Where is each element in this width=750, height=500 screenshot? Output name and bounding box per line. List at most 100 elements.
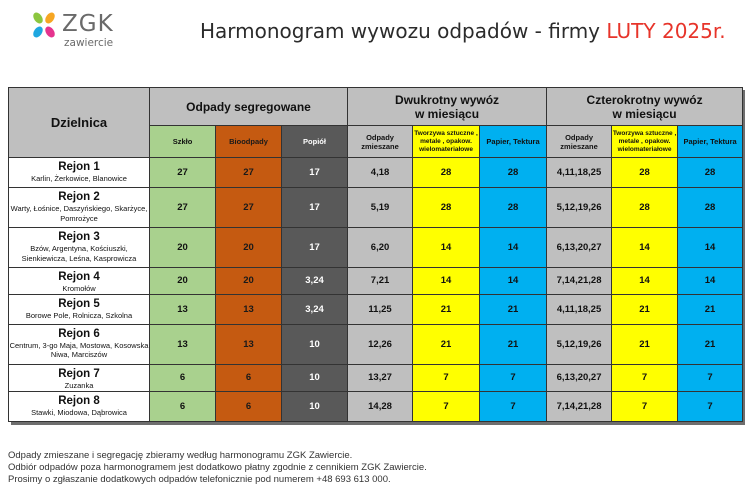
mixed4-date-cell: 7,14,21,28 [546,267,613,295]
mixed-date-cell: 11,25 [347,293,414,325]
logo-name: ZGK [62,11,114,37]
glass-date-cell: 27 [149,187,216,228]
ash-date-cell: 10 [280,363,349,392]
mixed4-date-cell: 5,12,19,26 [546,187,613,228]
title-main: Harmonogram wywozu odpadów - firmy [200,19,607,43]
mixed-date-cell: 6,20 [347,227,414,268]
glass-date-cell: 6 [149,363,216,392]
mixed-date-cell: 12,26 [347,323,414,365]
twice-header-line1: Dwukrotny wywóz [395,92,500,107]
plastics4-date-cell: 7 [611,390,679,422]
schedule-table: Dzielnica Odpady segregowane Dwukrotny w… [8,87,744,422]
footer-line: Prosimy o zgłaszanie dodatkowych odpadów… [8,474,391,485]
bio-date-cell: 6 [215,363,282,392]
bio-header: Bioodpady [215,125,282,158]
mixed4-date-cell: 6,13,20,27 [546,363,613,392]
paper4-date-cell: 28 [677,187,744,228]
mixed-header: Odpady zmieszane [347,125,414,158]
plastics-date-cell: 14 [412,267,481,295]
footer-notes: Odpady zmieszane i segregację zbieramy w… [8,450,427,486]
plastics-date-cell: 21 [412,323,481,365]
plastics-date-cell: 14 [412,227,481,268]
region-streets: Centrum, 3-go Maja, Mostowa, Kosowska Ni… [9,340,149,360]
district-cell: Rejon 6 Centrum, 3-go Maja, Mostowa, Koso… [8,323,150,365]
region-name: Rejon 5 [58,297,100,310]
region-name: Rejon 7 [58,367,100,380]
mixed4-date-cell: 4,11,18,25 [546,157,613,188]
region-name: Rejon 2 [58,191,100,203]
plastics4-header: Tworzywa sztuczne , metale , opakow. wie… [611,125,679,158]
bio-date-cell: 20 [215,267,282,295]
bio-date-cell: 27 [215,187,282,228]
region-streets: Borowe Pole, Rolnicza, Szkolna [25,310,133,320]
footer-line: Odpady zmieszane i segregację zbieramy w… [8,450,353,461]
paper-date-cell: 14 [479,267,548,295]
region-streets: Zuzanka [64,380,94,390]
district-cell: Rejon 4 Kromołów [8,267,150,295]
district-cell: Rejon 3 Bzów, Argentyna, Kościuszki, Sien… [8,227,150,268]
mixed4-date-cell: 5,12,19,26 [546,323,613,365]
paper-date-cell: 21 [479,323,548,365]
logo-subtitle: zawiercie [64,37,114,49]
glass-header: Szkło [149,125,216,158]
schedule-table-wrap: Dzielnica Odpady segregowane Dwukrotny w… [8,87,744,422]
paper4-date-cell: 7 [677,363,744,392]
paper-date-cell: 28 [479,187,548,228]
plastics4-date-cell: 14 [611,267,679,295]
paper-date-cell: 7 [479,390,548,422]
glass-date-cell: 20 [149,227,216,268]
glass-date-cell: 6 [149,390,216,422]
page-title: Harmonogram wywozu odpadów - firmy LUTY … [200,19,726,43]
plastics-date-cell: 7 [412,363,481,392]
paper4-date-cell: 7 [677,390,744,422]
region-streets: Warty, Łośnice, Daszyńskiego, Skarżyce, … [10,204,148,223]
region-streets: Karlin, Żerkowice, Blanowice [31,174,127,183]
glass-date-cell: 27 [149,157,216,188]
table-row: Rejon 4 Kromołów 20 20 3,24 7,21 14 14 7,14,21,2… [8,267,744,295]
district-cell: Rejon 8 Stawki, Miodowa, Dąbrowica [8,390,150,422]
mixed-date-cell: 5,19 [347,187,414,228]
district-cell: Rejon 5 Borowe Pole, Rolnicza, Szkolna [8,293,150,325]
title-month: LUTY 2025r. [606,19,726,43]
paper-date-cell: 14 [479,227,548,268]
ash-date-cell: 17 [280,157,349,188]
ash-date-cell: 10 [280,323,349,365]
region-streets: Kromołów [62,284,96,293]
mixed-date-cell: 14,28 [347,390,414,422]
schedule-rows: Rejon 1 Karlin, Żerkowice, Blanowice 27 27 1… [8,157,744,422]
paper-header: Papier, Tektura [479,125,548,158]
region-name: Rejon 4 [58,271,100,283]
paper4-date-cell: 14 [677,267,744,295]
mixed-date-cell: 4,18 [347,157,414,188]
four-header-line2: w miesiącu [612,106,677,121]
mixed4-date-cell: 4,11,18,25 [546,293,613,325]
district-cell: Rejon 7 Zuzanka [8,363,150,392]
plastics4-date-cell: 21 [611,323,679,365]
region-streets: Stawki, Miodowa, Dąbrowica [31,407,127,417]
paper-date-cell: 28 [479,157,548,188]
table-row: Rejon 2 Warty, Łośnice, Daszyńskiego, Ska… [8,187,744,228]
plastics-date-cell: 7 [412,390,481,422]
four-header-line1: Czterokrotny wywóz [586,92,703,107]
paper4-date-cell: 21 [677,323,744,365]
plastics4-date-cell: 28 [611,157,679,188]
ash-date-cell: 17 [280,187,349,228]
zgk-leaf-icon [33,12,55,38]
mixed-date-cell: 7,21 [347,267,414,295]
footer-line: Odbiór odpadów poza harmonogramem jest d… [8,462,427,473]
district-cell: Rejon 1 Karlin, Żerkowice, Blanowice [8,157,150,188]
plastics4-date-cell: 14 [611,227,679,268]
paper4-date-cell: 14 [677,227,744,268]
paper-date-cell: 7 [479,363,548,392]
table-row: Rejon 3 Bzów, Argentyna, Kościuszki, Sien… [8,227,744,268]
mixed-date-cell: 13,27 [347,363,414,392]
table-row: Rejon 8 Stawki, Miodowa, Dąbrowica 6 6 10 14,… [8,390,744,422]
mixed4-date-cell: 7,14,21,28 [546,390,613,422]
paper4-date-cell: 28 [677,157,744,188]
bio-date-cell: 13 [215,323,282,365]
ash-date-cell: 17 [280,227,349,268]
mixed4-header: Odpady zmieszane [546,125,613,158]
mixed4-date-cell: 6,13,20,27 [546,227,613,268]
ash-date-cell: 10 [280,390,349,422]
region-name: Rejon 1 [58,161,100,173]
